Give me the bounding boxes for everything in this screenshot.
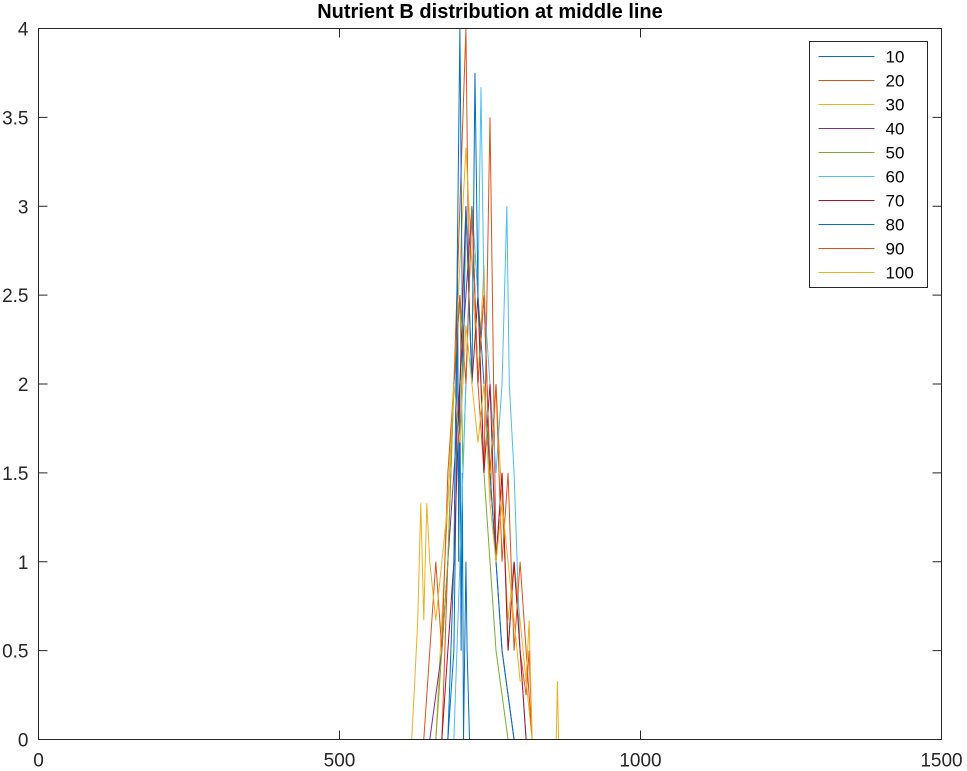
y-axis: 0 0.5 1 1.5 2 2.5 3 3.5 4 bbox=[2, 20, 942, 752]
legend-item: 60 bbox=[818, 168, 905, 187]
legend: 10 20 30 40 50 60 70 80 90 100 bbox=[809, 41, 928, 288]
legend-label: 20 bbox=[886, 72, 905, 91]
legend-item: 70 bbox=[818, 192, 905, 211]
legend-item: 20 bbox=[818, 72, 905, 91]
y-tick-label: 3 bbox=[18, 197, 29, 218]
legend-label: 70 bbox=[886, 192, 905, 211]
x-tick-label: 500 bbox=[324, 751, 356, 771]
series-line-90 bbox=[38, 206, 942, 740]
legend-label: 50 bbox=[886, 144, 905, 163]
series-line-10 bbox=[38, 250, 942, 740]
legend-item: 10 bbox=[818, 48, 905, 67]
y-tick-label: 1.5 bbox=[2, 464, 28, 485]
legend-label: 30 bbox=[886, 96, 905, 115]
x-tick-label: 1000 bbox=[619, 751, 661, 771]
series-layer bbox=[38, 28, 942, 740]
x-tick-label: 1500 bbox=[920, 751, 962, 771]
legend-item: 30 bbox=[818, 96, 905, 115]
series-line-100 bbox=[38, 325, 942, 740]
y-tick-label: 0 bbox=[18, 731, 29, 752]
legend-label: 40 bbox=[886, 120, 905, 139]
series-line-80 bbox=[38, 28, 942, 740]
y-tick-label: 4 bbox=[18, 20, 29, 41]
y-tick-label: 0.5 bbox=[2, 642, 28, 663]
legend-label: 90 bbox=[886, 240, 905, 259]
legend-item: 40 bbox=[818, 120, 905, 139]
legend-item: 80 bbox=[818, 216, 905, 235]
legend-label: 60 bbox=[886, 168, 905, 187]
x-axis: 0 500 1000 1500 bbox=[33, 28, 963, 771]
y-tick-label: 3.5 bbox=[2, 108, 28, 129]
y-tick-label: 2 bbox=[18, 375, 29, 396]
legend-box bbox=[809, 41, 928, 288]
series-line-70 bbox=[38, 206, 942, 740]
y-tick-label: 1 bbox=[18, 553, 29, 574]
legend-label: 100 bbox=[886, 264, 914, 283]
legend-label: 10 bbox=[886, 48, 905, 67]
x-tick-label: 0 bbox=[33, 751, 44, 771]
legend-item: 50 bbox=[818, 144, 905, 163]
y-tick-label: 2.5 bbox=[2, 286, 28, 307]
legend-item: 90 bbox=[818, 240, 905, 259]
chart-title: Nutrient B distribution at middle line bbox=[317, 1, 663, 23]
legend-label: 80 bbox=[886, 216, 905, 235]
legend-item: 100 bbox=[818, 264, 914, 283]
